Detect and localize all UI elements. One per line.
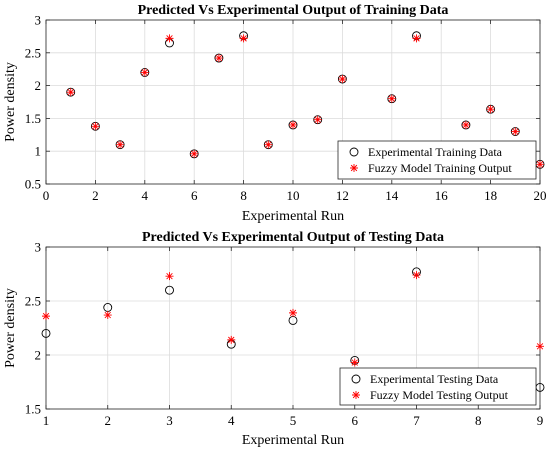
y-tick-label: 1.5 [25,111,41,126]
y-tick-label: 2 [35,348,42,363]
x-tick-label: 7 [413,413,420,428]
data-point-fuzzy [140,68,149,77]
legend-marker [349,147,359,157]
y-tick-label: 2.5 [25,45,41,60]
x-tick-label: 8 [240,188,247,203]
y-axis-label: Power density [3,62,18,142]
data-point-fuzzy [165,272,174,281]
data-point-fuzzy [461,120,470,129]
x-tick-label: 14 [385,188,399,203]
data-point-fuzzy [42,312,50,321]
chart-1: 0 2 4 6 8 10 12 14 16 18 20 0.5 1 1.5 2 2.5 3 Predicted V… [3,3,547,224]
data-point-fuzzy [264,140,273,149]
series-2 [66,34,544,169]
legend-entry: Experimental Training Data [368,145,503,159]
chart-title: Predicted Vs Experimental Output of Trai… [138,3,449,18]
x-tick-label: 3 [166,413,173,428]
x-tick-label: 6 [191,188,198,203]
x-tick-label: 4 [142,188,149,203]
data-point-fuzzy [412,34,421,43]
y-tick-label: 3 [35,13,42,28]
y-tick-label: 2.5 [25,294,41,309]
x-tick-label: 16 [435,188,449,203]
x-tick-label: 2 [92,188,99,203]
chart-title: Predicted Vs Experimental Output of Test… [142,230,444,245]
data-point-fuzzy [536,342,544,351]
legend: Experimental Testing Data Fuzzy Model Tes… [339,367,537,406]
chart-2: 1 2 3 4 5 6 7 8 9 1.5 2 2.5 3 Predicted Vs Experiment… [3,230,545,448]
x-axis-label: Experimental Run [242,433,344,448]
y-tick-label: 1.5 [25,402,41,417]
x-axis-label: Experimental Run [242,209,344,224]
x-tick-label: 6 [352,413,359,428]
x-tick-label: 5 [290,413,297,428]
y-tick-label: 2 [35,78,42,93]
y-tick-label: 0.5 [25,177,41,192]
x-tick-label: 8 [475,413,482,428]
legend: Experimental Training Data Fuzzy Model Tr… [337,140,537,180]
data-point-fuzzy [165,34,174,43]
y-tick-label: 1 [35,144,42,159]
data-point-fuzzy [313,115,322,124]
data-point-fuzzy [350,358,359,367]
legend-entry: Fuzzy Model Testing Output [370,388,509,402]
data-point-fuzzy [338,75,347,84]
legend-box [337,140,537,180]
data-point-fuzzy [103,311,112,320]
x-tick-label: 9 [537,413,544,428]
data-point-fuzzy [190,149,199,158]
data-point-fuzzy [214,54,223,63]
x-tick-label: 18 [484,188,497,203]
data-point-fuzzy [227,335,236,344]
data-point-fuzzy [239,34,248,43]
x-tick-label: 4 [228,413,235,428]
x-tick-label: 0 [43,188,50,203]
x-tick-label: 2 [105,413,112,428]
legend-entry: Fuzzy Model Training Output [368,161,512,175]
data-point-fuzzy [536,160,544,169]
legend-entry: Experimental Testing Data [370,372,499,386]
x-tick-label: 20 [534,188,547,203]
x-tick-label: 1 [43,413,50,428]
data-point-experimental [41,328,51,338]
series-2 [42,271,544,367]
data-point-fuzzy [116,140,125,149]
data-point-fuzzy [289,308,297,317]
x-tick-label: 12 [336,188,349,203]
data-point-fuzzy [412,271,421,280]
data-point-fuzzy [66,88,75,97]
legend-box [339,367,537,406]
data-point-fuzzy [387,94,396,103]
data-point-fuzzy [289,120,297,129]
legend-marker [352,391,360,399]
legend-marker [351,374,361,384]
legend-marker [350,164,358,172]
y-axis-label: Power density [3,288,18,368]
x-tick-label: 10 [287,188,300,203]
data-point-fuzzy [511,127,520,136]
data-point-fuzzy [91,122,100,131]
data-point-fuzzy [486,105,495,114]
y-tick-label: 3 [35,240,42,255]
data-point-experimental [165,285,174,295]
